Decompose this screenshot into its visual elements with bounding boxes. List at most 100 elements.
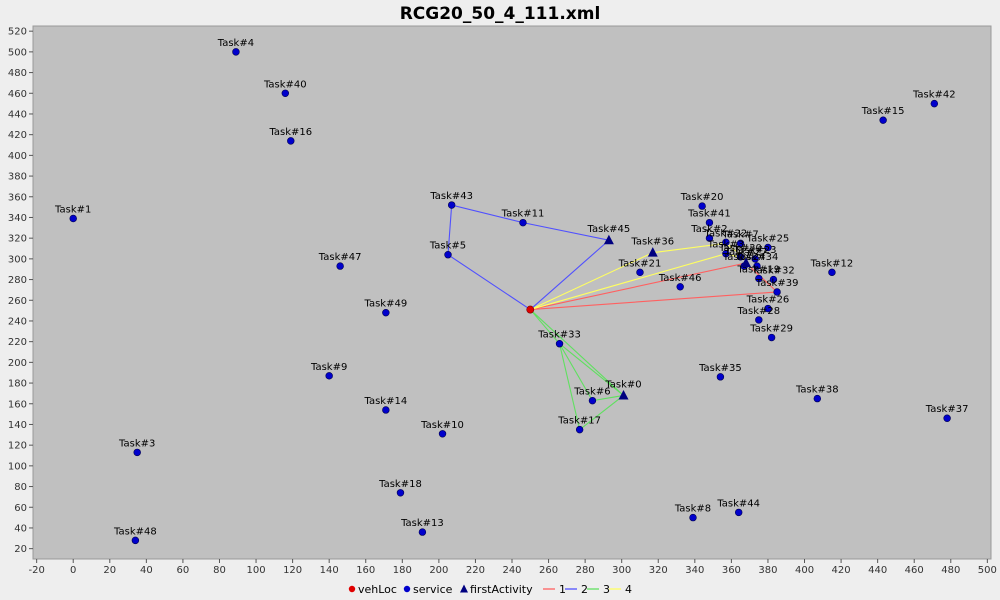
point-label: Task#21 bbox=[618, 258, 662, 269]
service-point bbox=[755, 274, 763, 283]
point-label: Task#1 bbox=[54, 205, 91, 216]
x-tick-label: 400 bbox=[795, 565, 814, 576]
y-tick-label: 120 bbox=[8, 441, 27, 452]
service-point bbox=[879, 116, 887, 124]
point-label: Task#28 bbox=[736, 306, 780, 317]
point-label: Task#11 bbox=[501, 209, 545, 220]
x-tick-label: 20 bbox=[103, 565, 116, 576]
y-tick-label: 140 bbox=[8, 420, 27, 431]
legend-label: 3 bbox=[603, 583, 610, 596]
point-label: Task#23 bbox=[733, 245, 777, 256]
service-point bbox=[382, 308, 390, 317]
x-tick-label: 40 bbox=[140, 565, 153, 576]
point-label: Task#37 bbox=[925, 404, 969, 415]
point-label: Task#40 bbox=[263, 79, 307, 90]
service-point bbox=[519, 218, 527, 227]
y-tick-label: 40 bbox=[14, 523, 27, 534]
point-label: Task#24 bbox=[722, 252, 766, 263]
y-tick-label: 240 bbox=[8, 316, 27, 327]
x-tick-label: 360 bbox=[722, 565, 741, 576]
point-label: Task#8 bbox=[674, 504, 711, 515]
y-tick-label: 380 bbox=[8, 172, 27, 183]
first-activity-point bbox=[647, 247, 658, 257]
point-label: Task#7 bbox=[721, 229, 758, 240]
legend: vehLoc service firstActivity 1 2 3 4 bbox=[348, 583, 632, 596]
x-tick-label: 260 bbox=[539, 565, 558, 576]
y-tick-label: 500 bbox=[8, 47, 27, 58]
x-tick-label: 60 bbox=[177, 565, 190, 576]
legend-label: vehLoc bbox=[358, 583, 397, 596]
service-point bbox=[705, 234, 714, 242]
x-tick-label: 100 bbox=[246, 565, 265, 576]
y-tick-label: 180 bbox=[8, 379, 27, 390]
service-point bbox=[722, 238, 730, 247]
service-point bbox=[287, 137, 295, 145]
legend-marker bbox=[403, 585, 411, 593]
y-axis: 20 40 60 80 100 120 140 160 180 200 220 240 260 280 30… bbox=[8, 27, 33, 555]
x-tick-label: 200 bbox=[429, 565, 448, 576]
legend-marker bbox=[348, 585, 356, 593]
service-point bbox=[575, 425, 584, 434]
service-point bbox=[698, 202, 706, 210]
y-tick-label: 280 bbox=[8, 275, 27, 286]
point-label: Task#34 bbox=[735, 252, 779, 263]
service-point bbox=[325, 372, 333, 380]
service-point bbox=[751, 255, 759, 263]
x-tick-label: 320 bbox=[649, 565, 668, 576]
legend-marker bbox=[460, 584, 468, 593]
point-label: Task#5 bbox=[429, 241, 466, 252]
y-tick-label: 400 bbox=[8, 151, 27, 162]
first-activity-point bbox=[741, 257, 752, 268]
service-point bbox=[764, 304, 772, 313]
chart-title: RCG20_50_4_111.xml bbox=[400, 4, 601, 24]
y-tick-label: 480 bbox=[8, 68, 27, 79]
x-tick-label: 480 bbox=[941, 565, 960, 576]
service-point bbox=[753, 262, 761, 270]
service-point bbox=[764, 243, 772, 252]
point-label: Task#4 bbox=[217, 38, 254, 49]
route-2 bbox=[447, 204, 611, 311]
legend-label: 4 bbox=[625, 583, 632, 596]
service-point bbox=[133, 448, 141, 457]
point-label: Task#45 bbox=[587, 224, 631, 235]
service-point bbox=[716, 373, 725, 381]
point-label: Task#14 bbox=[364, 396, 408, 407]
service-point bbox=[382, 406, 390, 414]
point-label: Task#35 bbox=[698, 363, 742, 374]
service-point bbox=[588, 396, 597, 405]
x-tick-label: 240 bbox=[502, 565, 521, 576]
service-point bbox=[232, 48, 240, 56]
point-label: Task#19 bbox=[736, 265, 780, 276]
legend-label: firstActivity bbox=[470, 583, 533, 596]
service-point bbox=[736, 253, 745, 261]
service-point bbox=[676, 283, 684, 291]
y-tick-label: 320 bbox=[8, 234, 27, 245]
y-tick-label: 20 bbox=[14, 544, 27, 555]
point-label: Task#10 bbox=[420, 420, 464, 431]
point-label: Task#42 bbox=[912, 90, 956, 101]
service-point bbox=[722, 249, 730, 258]
point-label: Task#6 bbox=[573, 387, 610, 398]
point-label: Task#13 bbox=[400, 518, 444, 529]
point-label: Task#33 bbox=[537, 330, 581, 341]
point-label: Task#3 bbox=[707, 240, 744, 251]
point-label: Task#2 bbox=[690, 224, 727, 235]
x-tick-label: 460 bbox=[905, 565, 924, 576]
x-tick-label: 160 bbox=[356, 565, 375, 576]
point-label: Task#22 bbox=[704, 228, 748, 239]
x-tick-label: 140 bbox=[320, 565, 339, 576]
service-point bbox=[69, 214, 77, 223]
point-label: Task#36 bbox=[630, 237, 674, 248]
point-label: Task#12 bbox=[810, 258, 854, 269]
point-label: Task#17 bbox=[557, 416, 601, 427]
point-label: Task#16 bbox=[268, 127, 312, 138]
point-label: Task#47 bbox=[318, 252, 362, 263]
service-point bbox=[769, 275, 778, 284]
y-tick-label: 220 bbox=[8, 337, 27, 348]
service-point bbox=[281, 89, 289, 97]
point-label: Task#18 bbox=[378, 479, 422, 490]
service-point bbox=[396, 489, 405, 497]
x-tick-label: 340 bbox=[685, 565, 704, 576]
x-tick-label: 300 bbox=[612, 565, 631, 576]
service-point bbox=[418, 528, 427, 536]
